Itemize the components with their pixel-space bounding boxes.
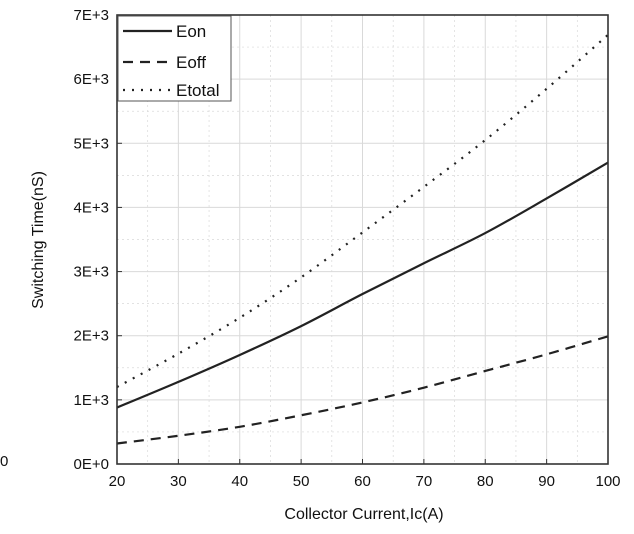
y-tick-label: 2E+3 <box>74 328 109 345</box>
y-tick-label: 1E+3 <box>74 392 109 409</box>
x-tick-label: 60 <box>354 473 371 490</box>
x-axis-title: Collector Current,Ic(A) <box>284 506 443 523</box>
y-tick-label: 4E+3 <box>74 199 109 216</box>
x-tick-label: 80 <box>477 473 494 490</box>
x-tick-label: 30 <box>170 473 187 490</box>
series-line-eon <box>116 161 609 409</box>
y-tick-label: 3E+3 <box>74 264 109 281</box>
stray-label: 0 <box>0 453 8 470</box>
y-tick-label: 0E+0 <box>74 456 109 473</box>
x-tick-label: 90 <box>538 473 555 490</box>
y-tick-label: 5E+3 <box>74 135 109 152</box>
y-tick-label: 6E+3 <box>74 71 109 88</box>
x-tick-label: 50 <box>293 473 310 490</box>
grid <box>116 14 609 465</box>
x-tick-label: 100 <box>595 473 620 490</box>
x-tick-label: 20 <box>109 473 126 490</box>
legend-label-eoff: Eoff <box>176 53 206 72</box>
series-layer <box>116 34 609 445</box>
x-tick-label: 40 <box>231 473 248 490</box>
legend: Eon Eoff Etotal <box>117 15 232 102</box>
ticks: 20 30 40 50 60 70 80 90 100 0E+0 1E+3 2E+3 3E+3 4E+3 5… <box>74 7 621 490</box>
legend-label-eon: Eon <box>176 22 206 41</box>
y-tick-label: 7E+3 <box>74 7 109 24</box>
y-axis-title: Switching Time(nS) <box>30 171 47 309</box>
x-tick-label: 70 <box>416 473 433 490</box>
legend-label-etotal: Etotal <box>176 81 219 100</box>
